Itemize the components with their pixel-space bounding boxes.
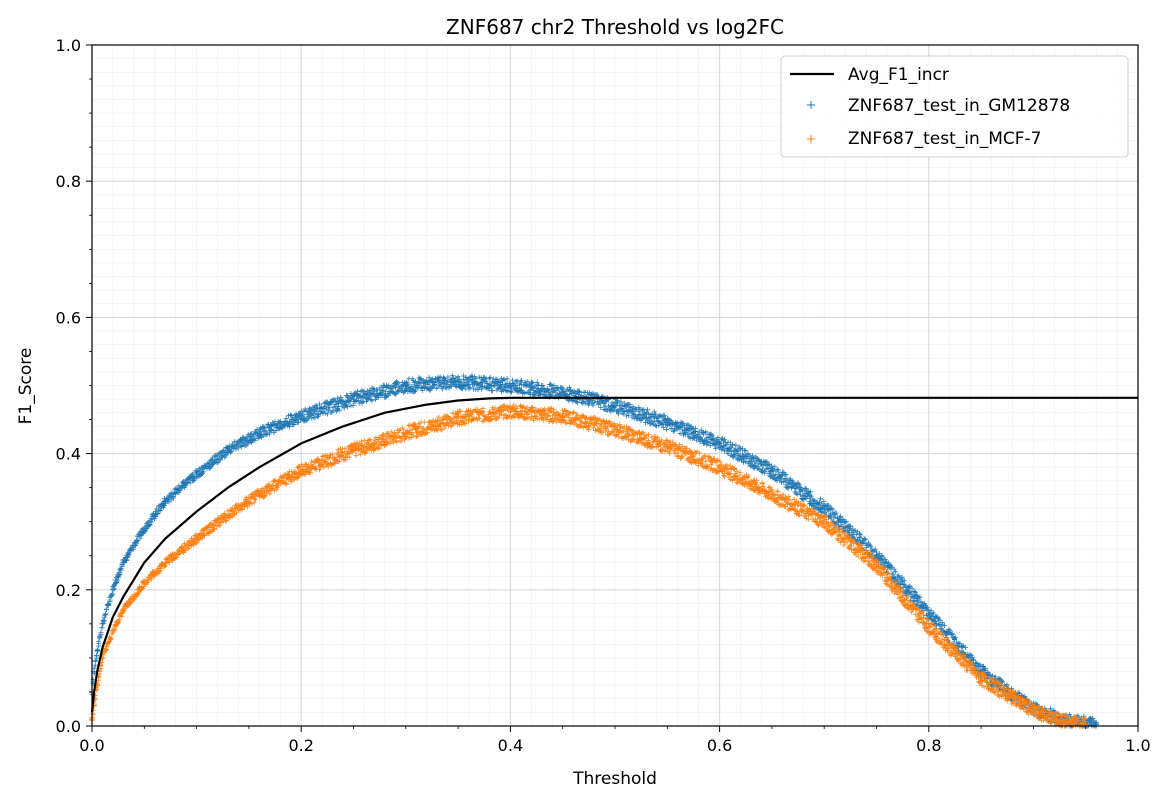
y-tick-label: 0.8 xyxy=(56,172,81,191)
y-axis: 0.0 0.2 0.4 0.6 0.8 1.0 xyxy=(56,36,92,736)
legend-label-gm12878: ZNF687_test_in_GM12878 xyxy=(848,96,1070,116)
x-axis-label: Threshold xyxy=(572,769,657,789)
x-tick-label: 1.0 xyxy=(1125,736,1150,755)
y-tick-label: 0.4 xyxy=(56,445,81,464)
y-axis-label: F1_Score xyxy=(16,348,36,425)
series-ZNF687_test_in_MCF-7 xyxy=(89,402,1089,729)
series-ZNF687_test_in_GM12878 xyxy=(89,373,1100,729)
data-point xyxy=(99,620,106,627)
legend: Avg_F1_incr ZNF687_test_in_GM12878 ZNF68… xyxy=(780,55,1129,158)
y-tick-label: 0.0 xyxy=(56,717,81,736)
x-tick-label: 0.0 xyxy=(79,736,104,755)
y-tick-label: 1.0 xyxy=(56,36,81,55)
y-tick-label: 0.2 xyxy=(56,581,81,600)
legend-label-mcf7: ZNF687_test_in_MCF-7 xyxy=(848,129,1042,149)
series-layer xyxy=(89,373,1138,729)
plot-area xyxy=(89,373,1138,729)
x-tick-label: 0.2 xyxy=(288,736,313,755)
legend-marker-gm12878 xyxy=(807,101,815,109)
series-line-Avg_F1_incr xyxy=(90,396,1138,713)
x-tick-label: 0.6 xyxy=(707,736,732,755)
legend-label-avg-f1: Avg_F1_incr xyxy=(848,65,949,85)
x-axis: 0.0 0.2 0.4 0.6 0.8 1.0 xyxy=(79,726,1151,755)
legend-marker-mcf7 xyxy=(807,135,815,143)
minor-grid xyxy=(92,45,1138,726)
chart-title: ZNF687 chr2 Threshold vs log2FC xyxy=(446,15,784,39)
x-tick-label: 0.8 xyxy=(916,736,941,755)
x-tick-label: 0.4 xyxy=(498,736,523,755)
y-tick-label: 0.6 xyxy=(56,308,81,327)
legend-box xyxy=(780,55,1129,158)
